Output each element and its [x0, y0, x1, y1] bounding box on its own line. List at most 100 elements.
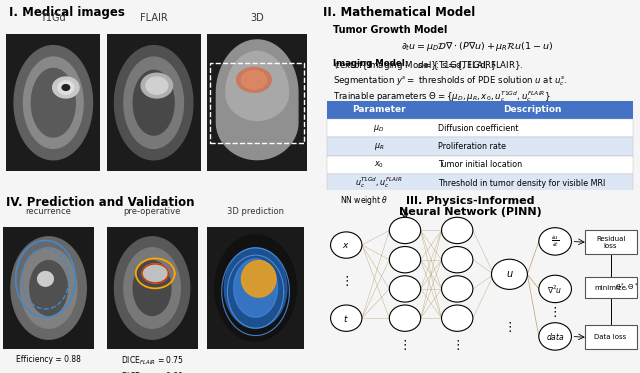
Text: II. Mathematical Model: II. Mathematical Model: [323, 6, 476, 19]
Text: I. Medical images: I. Medical images: [10, 6, 125, 19]
Text: pre-operative: pre-operative: [124, 207, 180, 216]
Text: $t$: $t$: [343, 313, 349, 324]
Polygon shape: [241, 71, 267, 89]
FancyBboxPatch shape: [584, 326, 637, 349]
Ellipse shape: [389, 305, 420, 331]
Text: ⋮: ⋮: [340, 275, 353, 288]
Polygon shape: [146, 77, 168, 94]
FancyBboxPatch shape: [326, 119, 634, 137]
FancyBboxPatch shape: [326, 174, 634, 192]
FancyBboxPatch shape: [326, 156, 634, 174]
Text: $\partial_t u = \mu_D \mathcal{D}\nabla \cdot (P\nabla u) + \mu_R \mathcal{R} u(: $\partial_t u = \mu_D \mathcal{D}\nabla …: [401, 40, 553, 53]
Text: $x_0$: $x_0$: [374, 160, 384, 170]
Text: Efficiency = 0.88: Efficiency = 0.88: [16, 355, 81, 364]
Polygon shape: [62, 85, 70, 90]
Text: $\frac{\partial u}{\partial t}$: $\frac{\partial u}{\partial t}$: [551, 234, 559, 249]
Polygon shape: [224, 248, 287, 328]
Text: ⋮: ⋮: [549, 306, 561, 319]
Ellipse shape: [389, 247, 420, 273]
Ellipse shape: [442, 276, 473, 302]
Polygon shape: [31, 69, 76, 137]
Text: Residual
loss: Residual loss: [596, 236, 625, 249]
Polygon shape: [133, 70, 174, 135]
Polygon shape: [52, 77, 79, 98]
Text: \textbf{Imaging Model}: $s = \{$T1Gd, FLAIR$\}$.: \textbf{Imaging Model}: $s = \{$T1Gd, FL…: [333, 59, 524, 72]
Text: $\mu_D$: $\mu_D$: [373, 123, 385, 134]
Text: Description: Description: [503, 106, 561, 115]
Ellipse shape: [331, 305, 362, 331]
Text: Trainable parameters $\Theta = \{\mu_D, \mu_R, x_0, u_c^{T1Gd}, u_c^{FLAIR}\}$: Trainable parameters $\Theta = \{\mu_D, …: [333, 90, 551, 104]
Text: IV. Prediction and Validation: IV. Prediction and Validation: [6, 196, 195, 209]
Text: 3D: 3D: [250, 13, 264, 23]
Ellipse shape: [442, 217, 473, 244]
Ellipse shape: [539, 275, 572, 303]
Text: minimize: minimize: [595, 285, 627, 291]
Text: Data loss: Data loss: [595, 334, 627, 340]
Polygon shape: [237, 68, 271, 92]
Polygon shape: [124, 57, 184, 148]
Polygon shape: [141, 73, 173, 98]
Text: $\mu_R$: $\mu_R$: [374, 141, 384, 152]
Polygon shape: [58, 81, 74, 94]
Text: ⋮: ⋮: [399, 339, 412, 352]
Text: DICE$_{FLAIR}$ = 0.75
DICE$_{T1Gd}$ = 0.69: DICE$_{FLAIR}$ = 0.75 DICE$_{T1Gd}$ = 0.…: [121, 355, 184, 373]
FancyBboxPatch shape: [584, 231, 637, 254]
Polygon shape: [234, 259, 278, 317]
Ellipse shape: [539, 228, 572, 255]
Text: Parameter: Parameter: [352, 106, 406, 115]
FancyBboxPatch shape: [3, 227, 94, 349]
Text: III. Physics-Informed
Neural Network (PINN): III. Physics-Informed Neural Network (PI…: [399, 196, 541, 217]
Text: Tumor Growth Model: Tumor Growth Model: [333, 25, 447, 35]
Ellipse shape: [389, 217, 420, 244]
FancyBboxPatch shape: [207, 34, 307, 171]
Text: T1Gd: T1Gd: [40, 13, 66, 23]
Polygon shape: [115, 46, 193, 160]
Text: $\nabla^2 u$: $\nabla^2 u$: [547, 283, 563, 295]
Text: FLAIR: FLAIR: [140, 13, 168, 23]
Polygon shape: [38, 272, 53, 286]
Polygon shape: [14, 46, 93, 160]
Polygon shape: [226, 51, 289, 120]
FancyBboxPatch shape: [207, 227, 304, 349]
Polygon shape: [215, 235, 296, 341]
FancyBboxPatch shape: [6, 34, 100, 171]
Text: Diffusion coefficient: Diffusion coefficient: [438, 124, 518, 133]
Text: $x$: $x$: [342, 241, 350, 250]
Polygon shape: [115, 237, 189, 339]
Text: $\theta^*,\Theta^*$: $\theta^*,\Theta^*$: [614, 282, 638, 294]
FancyBboxPatch shape: [107, 34, 201, 171]
Text: $u_c^{T1Gd}, u_c^{FLAIR}$: $u_c^{T1Gd}, u_c^{FLAIR}$: [355, 176, 403, 191]
Polygon shape: [24, 57, 83, 148]
Text: Threshold in tumor density for visible MRI: Threshold in tumor density for visible M…: [438, 179, 605, 188]
Polygon shape: [30, 261, 67, 316]
Polygon shape: [142, 264, 168, 283]
Text: 3D prediction: 3D prediction: [227, 207, 284, 216]
Text: Proliferation rate: Proliferation rate: [438, 142, 506, 151]
FancyBboxPatch shape: [107, 227, 198, 349]
Text: recurrence: recurrence: [26, 207, 72, 216]
Ellipse shape: [442, 305, 473, 331]
FancyBboxPatch shape: [326, 101, 634, 119]
FancyBboxPatch shape: [584, 277, 637, 298]
Text: $u$: $u$: [506, 269, 513, 279]
Text: Imaging Model:: Imaging Model:: [333, 59, 408, 68]
Text: ⋮: ⋮: [503, 321, 516, 334]
Polygon shape: [133, 261, 171, 316]
Polygon shape: [124, 248, 180, 328]
Ellipse shape: [492, 259, 527, 289]
Text: ⋮: ⋮: [451, 339, 463, 352]
FancyBboxPatch shape: [326, 137, 634, 156]
Text: Tumor initial location: Tumor initial location: [438, 160, 522, 169]
Polygon shape: [11, 237, 86, 339]
Polygon shape: [20, 248, 77, 328]
Polygon shape: [241, 261, 276, 297]
Text: $data$: $data$: [546, 331, 564, 342]
Ellipse shape: [331, 232, 362, 258]
Text: Segmentation $y^s =$ thresholds of PDE solution $u$ at $u_c^s$.: Segmentation $y^s =$ thresholds of PDE s…: [333, 74, 568, 88]
Ellipse shape: [442, 247, 473, 273]
Ellipse shape: [389, 276, 420, 302]
Text: NN weight $\theta$: NN weight $\theta$: [340, 194, 388, 207]
Ellipse shape: [539, 323, 572, 350]
Text: $s = \{$T1Gd, FLAIR$\}$.: $s = \{$T1Gd, FLAIR$\}$.: [415, 59, 500, 72]
Polygon shape: [216, 40, 298, 160]
